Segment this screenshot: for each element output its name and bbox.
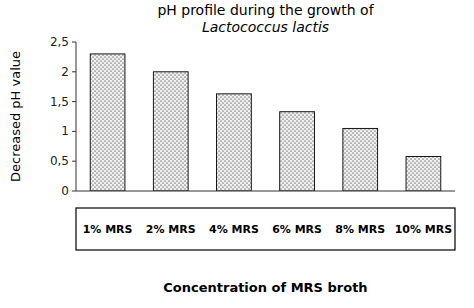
subtitle: Lactococcus lactis bbox=[202, 19, 329, 35]
background bbox=[0, 0, 474, 308]
bar bbox=[90, 54, 125, 191]
y-tick-label: 2,5 bbox=[50, 35, 69, 49]
x-axis-label: Concentration of MRS broth bbox=[163, 280, 367, 295]
y-axis-line bbox=[76, 42, 77, 191]
bar bbox=[280, 112, 315, 191]
category-label: 2% MRS bbox=[146, 223, 196, 236]
y-tick bbox=[72, 131, 76, 132]
category-label: 1% MRS bbox=[83, 223, 133, 236]
y-axis: 0 0,5 1 1,5 2 2,5 bbox=[50, 35, 76, 198]
y-tick bbox=[72, 191, 76, 192]
category-box-frame bbox=[76, 208, 455, 250]
y-tick-label: 0 bbox=[61, 184, 69, 198]
y-tick bbox=[72, 71, 76, 72]
category-label: 8% MRS bbox=[335, 223, 385, 236]
category-label: 6% MRS bbox=[272, 223, 322, 236]
y-tick-label: 2 bbox=[61, 65, 69, 79]
x-axis-line bbox=[76, 191, 455, 192]
y-tick bbox=[72, 161, 76, 162]
y-tick bbox=[72, 42, 76, 43]
bar bbox=[153, 72, 188, 191]
category-label: 4% MRS bbox=[209, 223, 259, 236]
y-tick bbox=[72, 101, 76, 102]
category-label: 10% MRS bbox=[395, 223, 453, 236]
chart: 0 0,5 1 1,5 2 2,5 pH profile during the growth… bbox=[0, 0, 474, 308]
bar bbox=[343, 128, 378, 191]
y-tick-label: 1 bbox=[61, 124, 69, 138]
y-tick-label: 1,5 bbox=[50, 95, 69, 109]
title: pH profile during the growth of bbox=[157, 2, 374, 18]
y-axis-label: Decreased pH value bbox=[8, 51, 23, 182]
category-box: 1% MRS 2% MRS 4% MRS 6% MRS 8% MRS 10% MRS bbox=[76, 208, 455, 250]
bars bbox=[90, 54, 441, 191]
bar bbox=[406, 156, 441, 191]
bar bbox=[217, 94, 252, 191]
y-tick-label: 0,5 bbox=[50, 154, 69, 168]
